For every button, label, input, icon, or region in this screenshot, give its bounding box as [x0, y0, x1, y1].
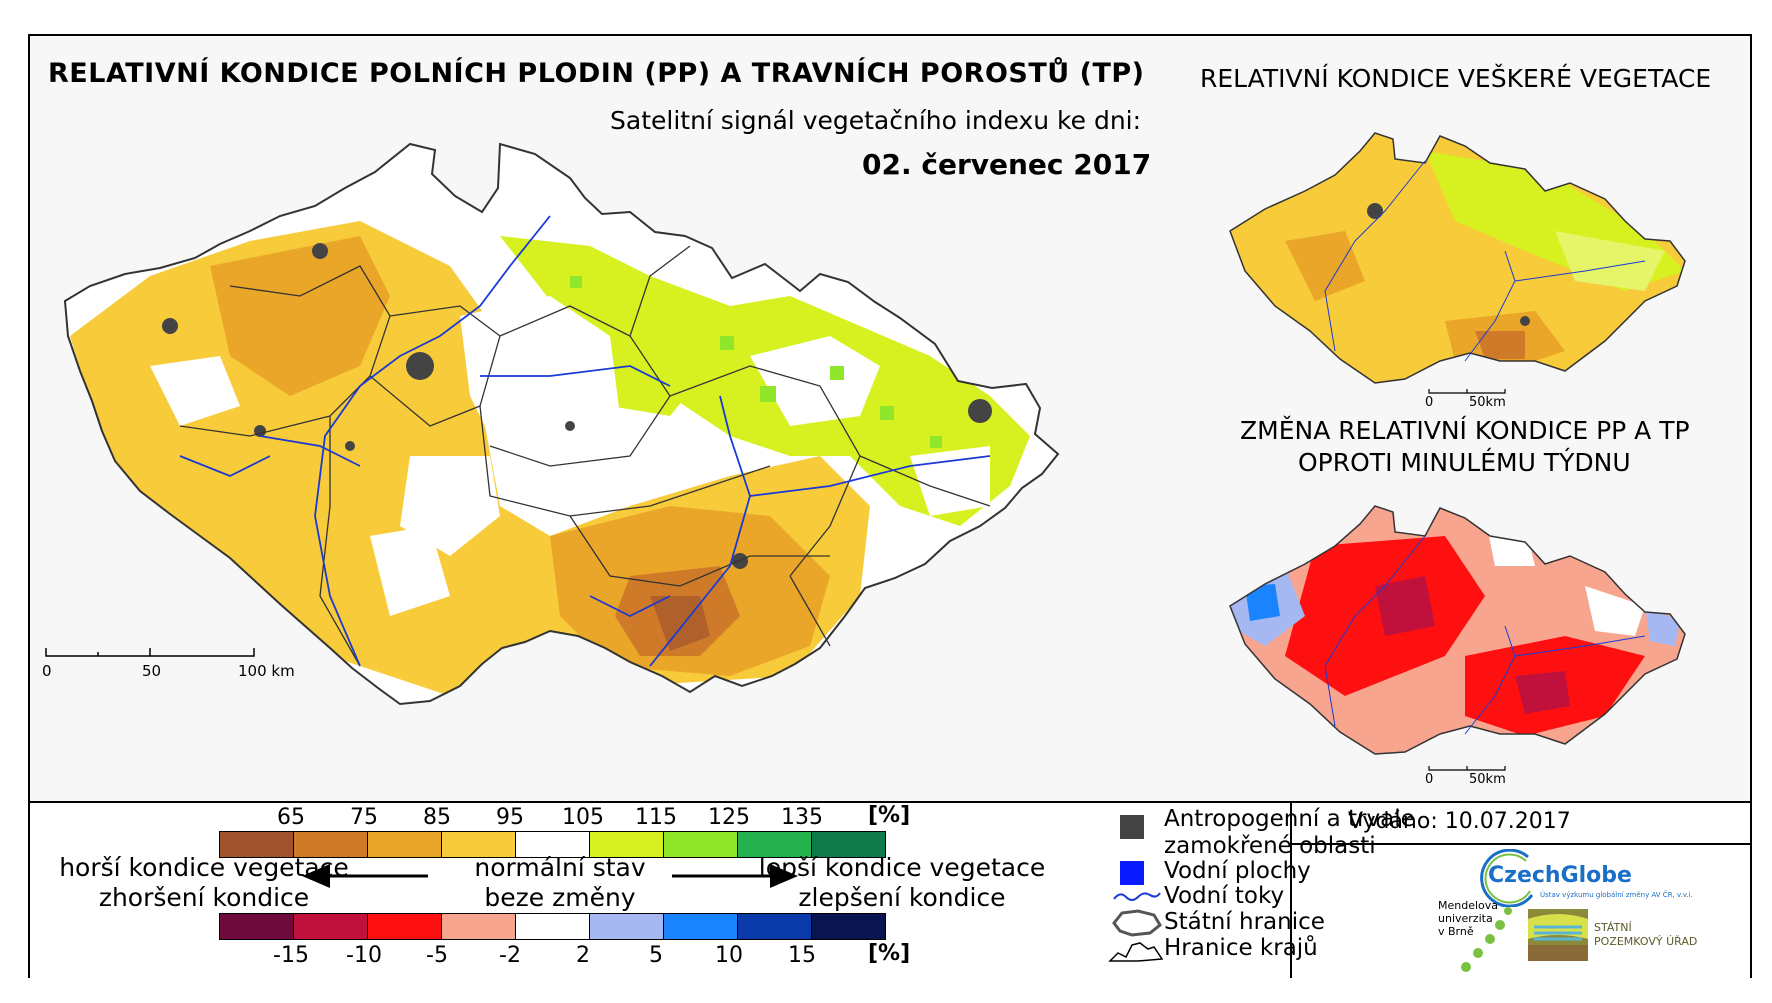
cond-tick: 95	[496, 805, 524, 830]
mendelu-line: v Brně	[1438, 925, 1474, 938]
inset-scale-top-50: 50km	[1469, 395, 1506, 410]
issued-date: Vydáno: 10.07.2017	[1348, 809, 1571, 834]
change-tick: -5	[426, 943, 448, 968]
spu-line: POZEMKOVÝ ÚŘAD	[1594, 935, 1698, 948]
change-swatch	[367, 913, 442, 940]
cond-tick: 135	[781, 805, 823, 830]
cond-swatch	[737, 831, 812, 858]
inset-scale-top: 0 50km	[1425, 389, 1506, 410]
arrow-right-icon	[672, 864, 798, 888]
cond-swatch	[441, 831, 516, 858]
cond-swatch	[367, 831, 442, 858]
change-tick: 15	[788, 943, 816, 968]
caption-no-change: beze změny	[484, 883, 636, 912]
page-title: RELATIVNÍ KONDICE POLNÍCH PLODIN (PP) A …	[48, 58, 1145, 89]
cond-swatch	[663, 831, 738, 858]
region-border-icon	[1108, 942, 1164, 962]
change-swatch	[589, 913, 664, 940]
czechglobe-logo-text: CzechGlobe	[1488, 863, 1632, 888]
change-tick: 2	[576, 943, 590, 968]
date-label: 02. červenec 2017	[862, 148, 1152, 181]
cond-unit: [%]	[868, 803, 911, 828]
cond-swatch	[515, 831, 590, 858]
legend-urban-line1: Antropogenní a trvale	[1164, 806, 1415, 832]
mendelu-line: Mendelova	[1438, 899, 1499, 912]
inset-change-map	[1229, 505, 1686, 755]
cond-swatch	[219, 831, 294, 858]
condition-colorbar	[219, 831, 886, 858]
cond-tick: 75	[350, 805, 378, 830]
main-scale-100: 100 km	[238, 662, 295, 680]
legend-separator	[1290, 843, 1750, 845]
inset-vegetation-map	[1229, 132, 1686, 384]
main-scale-50: 50	[142, 662, 161, 680]
inset-scale-bottom-50: 50km	[1469, 772, 1506, 787]
change-swatch	[737, 913, 812, 940]
change-tick: 10	[715, 943, 743, 968]
czechglobe-logo-icon	[1480, 849, 1534, 907]
inset-vegetation-title: RELATIVNÍ KONDICE VEŠKERÉ VEGETACE	[1200, 64, 1712, 93]
change-swatch	[515, 913, 590, 940]
legend-water-bodies: Vodní plochy	[1164, 858, 1311, 884]
inset-change-title: ZMĚNA RELATIVNÍ KONDICE PP A TP	[1240, 416, 1690, 445]
cond-tick: 115	[635, 805, 677, 830]
legend-region-border: Hranice krajů	[1164, 935, 1318, 961]
legend-separator	[1290, 803, 1292, 978]
cond-swatch	[589, 831, 664, 858]
urban-area-swatch	[1120, 815, 1144, 839]
cond-tick: 85	[423, 805, 451, 830]
caption-better-condition: lepší kondice vegetace	[758, 853, 1046, 882]
map-frame: RELATIVNÍ KONDICE POLNÍCH PLODIN (PP) A …	[28, 34, 1752, 978]
change-tick: -10	[346, 943, 382, 968]
legend-panel: 65 75 85 95 105 115 125 135 [%] horší ko…	[30, 801, 1750, 978]
spu-logo-text: STÁTNÍ POZEMKOVÝ ÚŘAD	[1594, 921, 1697, 949]
change-tick: -2	[499, 943, 521, 968]
change-swatch	[293, 913, 368, 940]
main-map: 0 50 100 km	[42, 142, 1060, 706]
legend-rivers: Vodní toky	[1164, 883, 1285, 909]
caption-normal-state: normální stav	[474, 853, 646, 882]
czechglobe-tagline: Ústav výzkumu globální změny AV ČR, v.v.…	[1540, 891, 1693, 899]
arrow-left-icon	[302, 864, 428, 888]
cond-tick: 65	[277, 805, 305, 830]
spu-logo-icon	[1528, 909, 1588, 961]
inset-scale-bottom: 0 50km	[1425, 766, 1506, 787]
mendelu-logo-icon	[1461, 907, 1512, 972]
cond-swatch	[293, 831, 368, 858]
spu-line: STÁTNÍ	[1594, 921, 1632, 934]
main-scale-0: 0	[42, 662, 52, 680]
inset-change-subtitle: OPROTI MINULÉMU TÝDNU	[1298, 448, 1631, 477]
map-area: RELATIVNÍ KONDICE POLNÍCH PLODIN (PP) A …	[30, 36, 1750, 801]
change-tick: -15	[273, 943, 309, 968]
water-body-swatch	[1120, 861, 1144, 885]
change-swatch	[441, 913, 516, 940]
cond-swatch	[811, 831, 886, 858]
cond-tick: 125	[708, 805, 750, 830]
change-swatch	[219, 913, 294, 940]
caption-worse-change: zhoršení kondice	[98, 883, 310, 912]
caption-worse-condition: horší kondice vegetace	[59, 853, 349, 882]
mendelu-line: univerzita	[1438, 912, 1493, 925]
river-line-icon	[1113, 892, 1161, 901]
change-colorbar	[219, 913, 886, 940]
inset-scale-bottom-0: 0	[1425, 772, 1433, 787]
cond-tick: 105	[562, 805, 604, 830]
change-tick: 5	[649, 943, 663, 968]
change-unit: [%]	[868, 941, 911, 966]
caption-better-change: zlepšení kondice	[798, 883, 1006, 912]
state-border-icon	[1112, 909, 1162, 937]
legend-state-border: Státní hranice	[1164, 909, 1325, 935]
mendelu-logo-text: Mendelova univerzita v Brně	[1438, 899, 1498, 938]
legend-urban-line2: zamokřené oblasti	[1164, 833, 1376, 859]
change-swatch	[663, 913, 738, 940]
page-subtitle: Satelitní signál vegetačního indexu ke d…	[610, 106, 1142, 135]
inset-scale-top-0: 0	[1425, 395, 1433, 410]
change-swatch	[811, 913, 886, 940]
